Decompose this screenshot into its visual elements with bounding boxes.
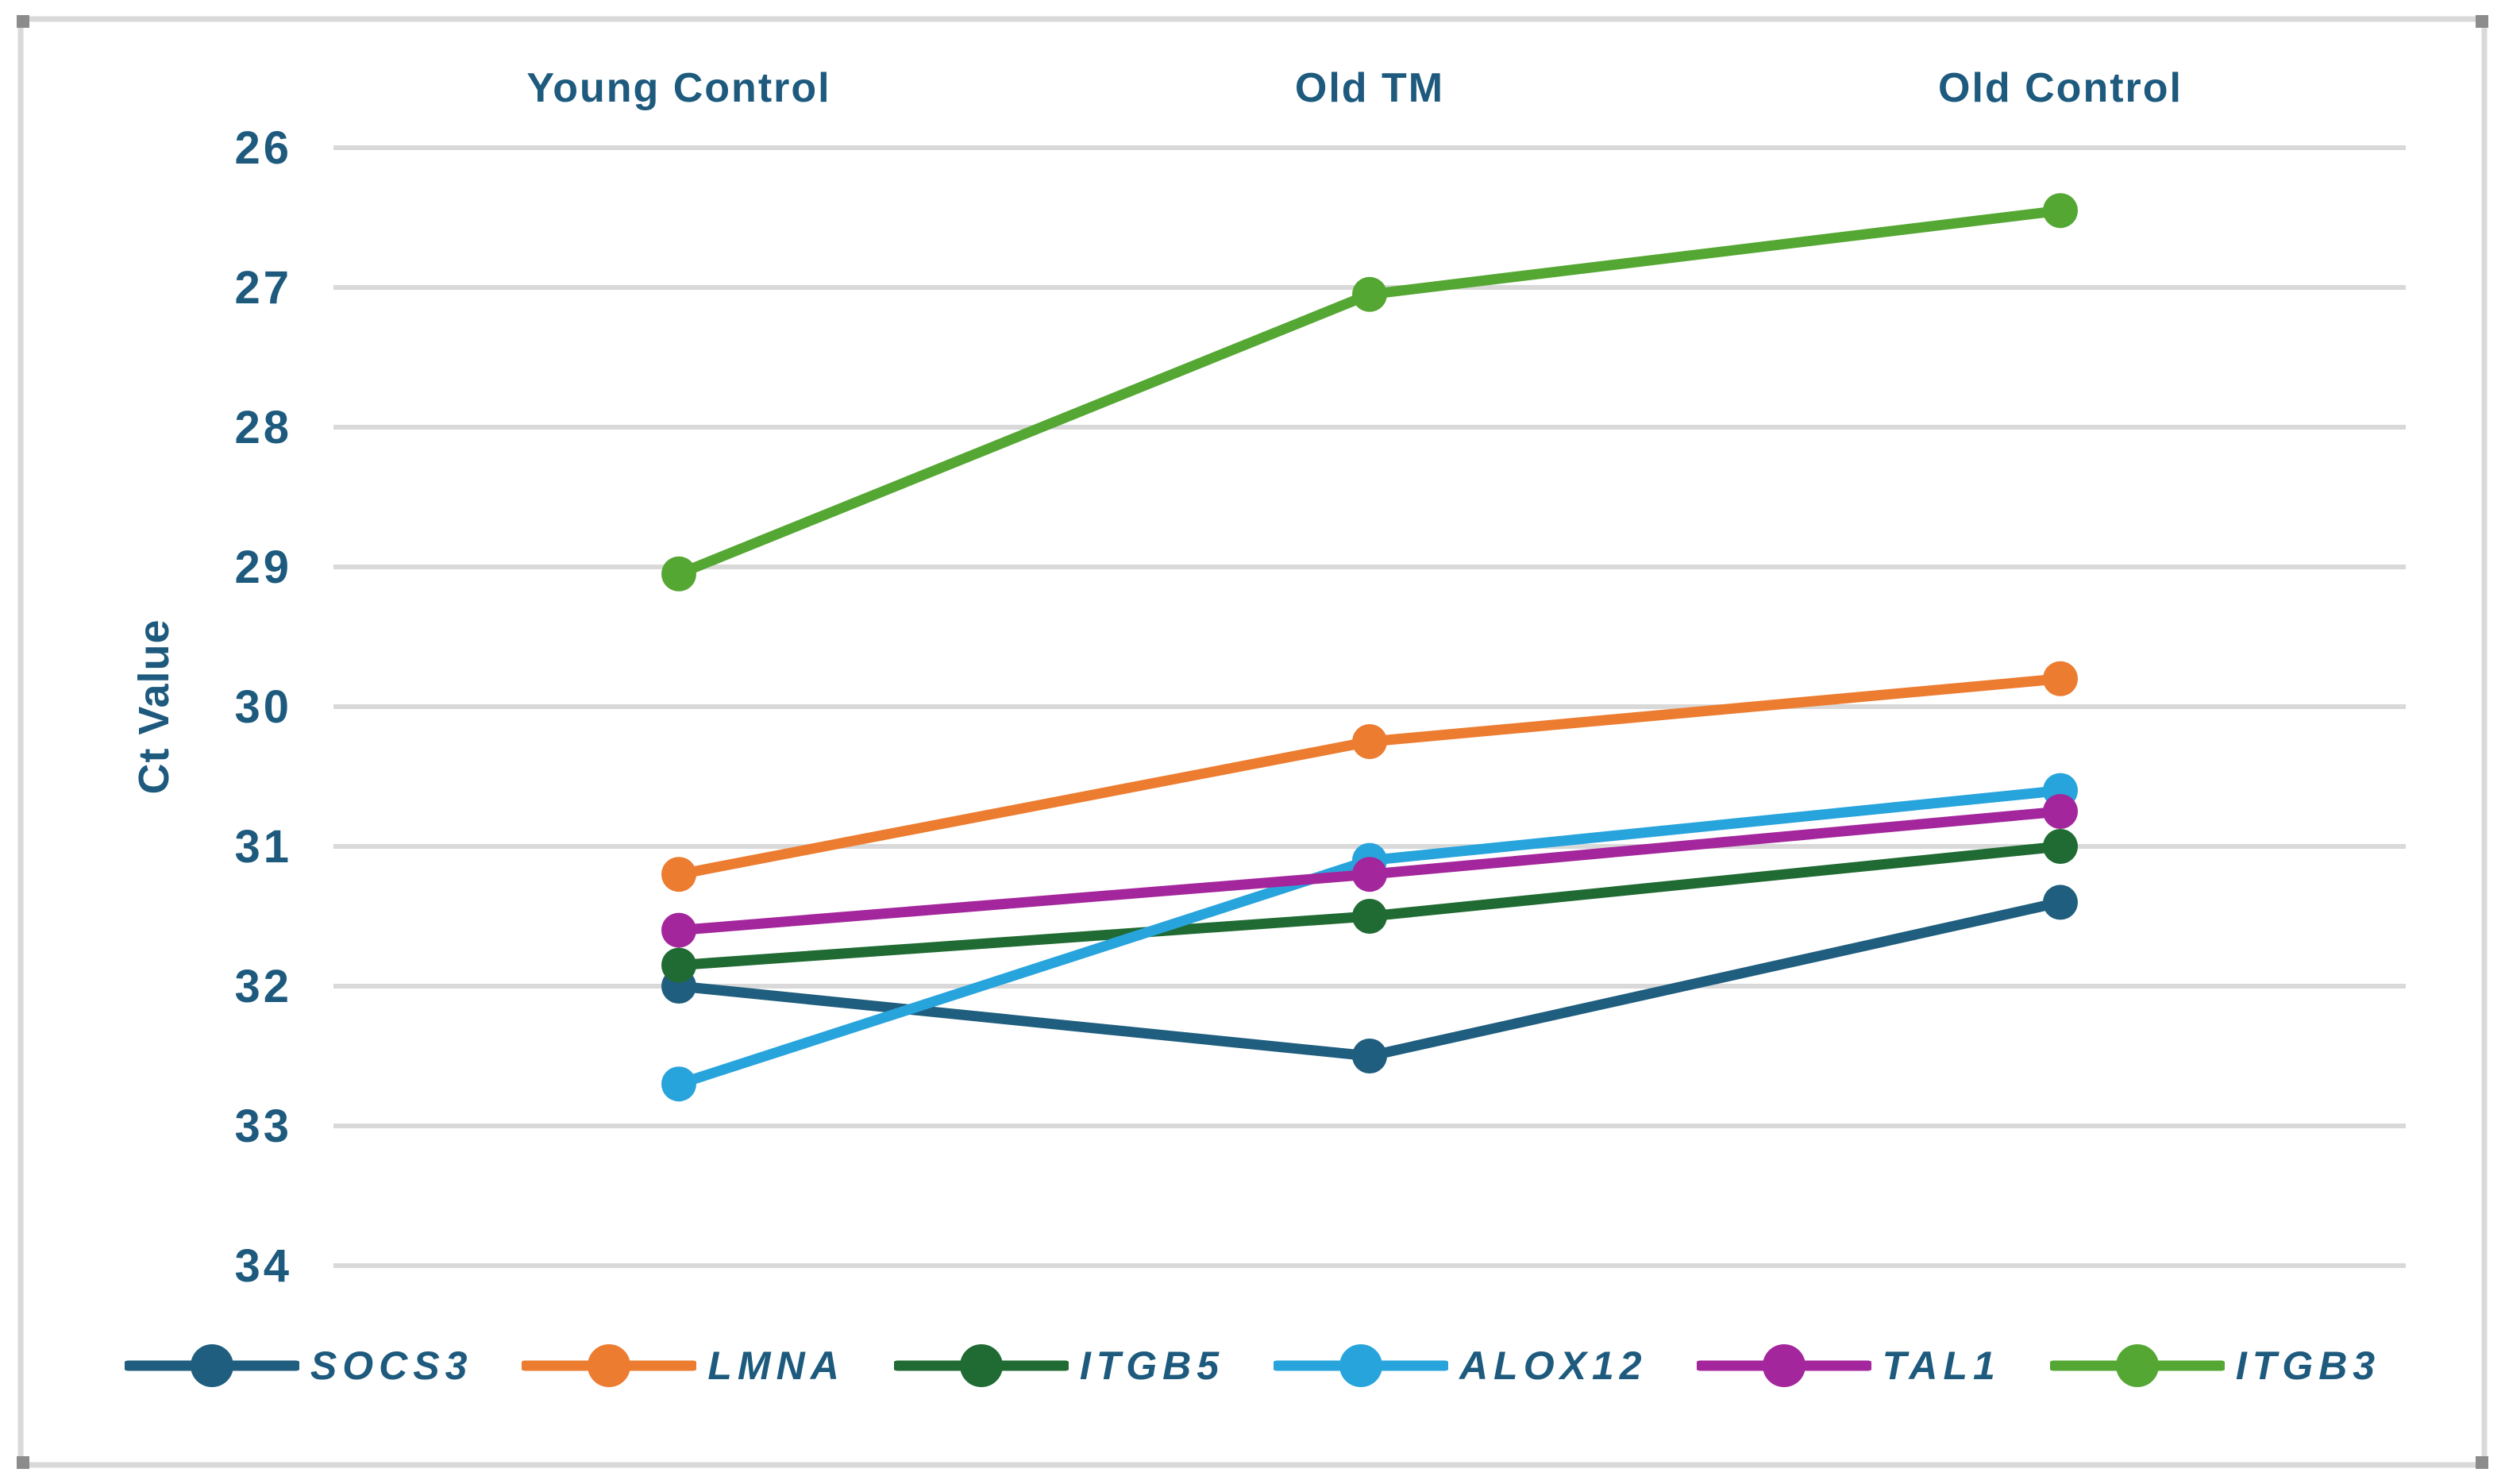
x-category-label-0: Young Control [526, 65, 831, 111]
data-point-ITGB5-2 [2043, 829, 2078, 864]
x-category-label-2: Old Control [1938, 65, 2183, 111]
corner-handle-1 [2476, 15, 2488, 28]
legend-label-SOCS3: SOCS3 [310, 1343, 473, 1388]
y-tick-33: 33 [234, 1100, 292, 1152]
data-point-TAL1-0 [661, 912, 696, 948]
data-point-LMNA-2 [2043, 661, 2078, 696]
legend-label-LMNA: LMNA [707, 1343, 845, 1388]
x-category-label-1: Old TM [1295, 65, 1444, 111]
corner-handle-0 [17, 15, 29, 28]
legend-item-ITGB3: ITGB3 [2049, 1340, 2381, 1391]
legend-marker-LMNA [522, 1344, 697, 1387]
data-point-ITGB5-1 [1352, 899, 1387, 934]
legend-item-SOCS3: SOCS3 [124, 1340, 473, 1391]
series-line-ITGB3 [673, 205, 2066, 580]
legend-item-TAL1: TAL1 [1696, 1340, 2001, 1391]
data-point-SOCS3-2 [2043, 885, 2078, 920]
data-point-LMNA-0 [661, 857, 696, 892]
legend-marker-ALOX12 [1274, 1344, 1449, 1387]
data-point-SOCS3-1 [1352, 1039, 1387, 1073]
legend-label-ALOX12: ALOX12 [1459, 1343, 1648, 1388]
legend-marker-ITGB5 [893, 1344, 1069, 1387]
figure-border [17, 16, 2488, 1468]
legend-item-ITGB5: ITGB5 [893, 1340, 1225, 1391]
y-tick-29: 29 [234, 542, 292, 593]
y-tick-30: 30 [234, 681, 292, 733]
data-point-ITGB5-0 [661, 947, 696, 983]
y-tick-28: 28 [234, 402, 292, 453]
legend-label-ITGB3: ITGB3 [2235, 1343, 2381, 1388]
y-tick-31: 31 [234, 821, 292, 873]
corner-handle-3 [2476, 1456, 2488, 1469]
legend-marker-TAL1 [1696, 1344, 1871, 1387]
legend-item-LMNA: LMNA [522, 1340, 844, 1391]
legend-label-TAL1: TAL1 [1882, 1343, 2001, 1388]
data-point-ITGB3-2 [2043, 193, 2078, 229]
corner-handle-2 [17, 1456, 29, 1469]
legend-item-ALOX12: ALOX12 [1274, 1340, 1648, 1391]
data-point-ALOX12-0 [661, 1066, 696, 1102]
legend-label-ITGB5: ITGB5 [1079, 1343, 1225, 1388]
y-tick-27: 27 [234, 262, 292, 314]
y-axis-title: Ct Value [130, 619, 178, 794]
legend: SOCS3 LMNA ITGB5 ALOX12 TAL1 ITGB3 [48, 1340, 2457, 1391]
y-tick-26: 26 [234, 122, 292, 174]
legend-marker-SOCS3 [124, 1344, 299, 1387]
data-point-LMNA-1 [1352, 724, 1387, 759]
y-tick-32: 32 [234, 961, 292, 1012]
legend-marker-ITGB3 [2049, 1344, 2225, 1387]
data-point-ITGB3-0 [661, 556, 696, 592]
data-point-TAL1-1 [1352, 857, 1387, 892]
y-tick-34: 34 [234, 1240, 292, 1292]
data-point-TAL1-2 [2043, 794, 2078, 829]
data-point-ITGB3-1 [1352, 276, 1387, 312]
